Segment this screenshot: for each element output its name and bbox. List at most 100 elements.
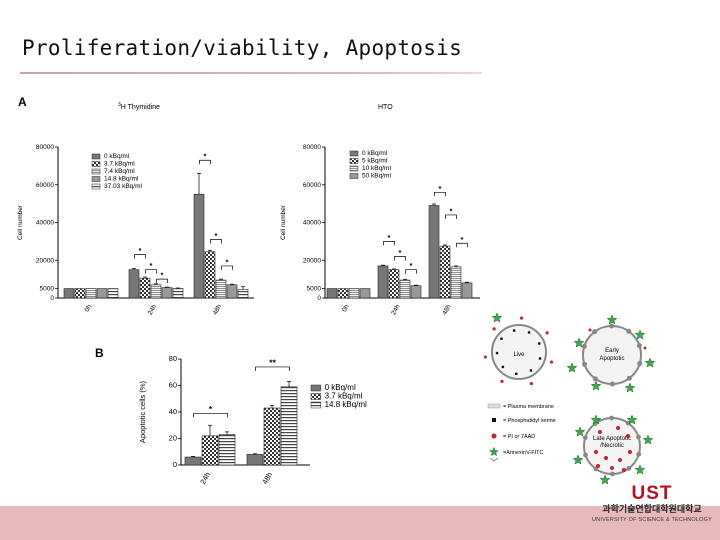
- membrane-swatch: [487, 403, 501, 409]
- legend-swatch: [91, 176, 101, 182]
- significance-star: *: [388, 233, 391, 242]
- significance-bracket: [156, 278, 168, 284]
- legend-swatch: [349, 173, 359, 179]
- legend-label: 0 kBq/ml: [325, 383, 356, 392]
- early-apoptotic-cell: [582, 325, 642, 385]
- legend-swatch: [91, 161, 101, 167]
- pi-marker: [529, 382, 533, 386]
- legend-label: 14.8 kBq/ml: [325, 400, 367, 409]
- phosphatidyl-marker: [583, 452, 588, 458]
- significance-bracket: [134, 254, 146, 259]
- bar: [377, 265, 389, 299]
- category-label: 0h: [84, 303, 94, 313]
- phosphatidyl-marker: [501, 365, 505, 369]
- pi-marker: [622, 468, 626, 472]
- pi-marker: [616, 426, 620, 430]
- annexin-star: [606, 314, 618, 325]
- legend-swatch: [310, 393, 321, 400]
- late-cell-label-line1: Late Apoptotic: [593, 436, 631, 442]
- legend-swatch: [310, 384, 321, 392]
- bar: [215, 279, 227, 299]
- chart1-title-text: H Thymidine: [121, 104, 160, 111]
- annexin-star: [634, 329, 646, 340]
- y-tick-label: 0: [173, 460, 177, 469]
- phosphatidyl-marker: [582, 361, 588, 367]
- bar: [280, 386, 298, 466]
- phosphatidyl-marker: [592, 376, 598, 382]
- y-tick-label: 5000: [307, 286, 322, 293]
- bar: [85, 288, 97, 299]
- y-tick-label: 60: [169, 381, 177, 390]
- significance-bracket: [383, 241, 395, 246]
- membrane-legend: = Plasma membrane: [503, 404, 554, 410]
- legend-label: 10 kBq/ml: [362, 165, 391, 172]
- legend-swatch: [91, 168, 101, 175]
- bar: [246, 454, 264, 466]
- bar: [439, 245, 451, 299]
- thymidine-chart: 0 5000 20000 40000 60000 80000 Cell number 0h 24…: [17, 144, 254, 316]
- significance-star: *: [161, 271, 164, 280]
- annexin-swatch: [489, 446, 499, 462]
- significance-bracket: [434, 191, 446, 197]
- y-tick-label: 20: [169, 434, 177, 443]
- significance-star: *: [450, 206, 453, 215]
- bar: [63, 288, 75, 299]
- bar: [263, 407, 281, 466]
- phosphatidyl-marker: [592, 329, 598, 335]
- early-cell-label-line1: Early: [605, 348, 619, 354]
- phosphatidyl-marker: [529, 369, 533, 372]
- phosphatidyl-marker: [609, 381, 615, 387]
- bar: [450, 266, 462, 299]
- y-tick-label: 20000: [36, 257, 54, 264]
- bar: [150, 284, 162, 299]
- significance-star: *: [150, 261, 153, 270]
- annexin-star: [590, 414, 602, 425]
- phosphatidyl-marker: [626, 328, 632, 334]
- category-label: 48h: [212, 303, 224, 316]
- legend-label: 37.03 kBq/ml: [104, 183, 142, 190]
- bar: [139, 277, 151, 299]
- phosphatidyl-marker: [609, 323, 615, 329]
- legend-label: 0 kBq/ml: [362, 150, 388, 157]
- phosphatidyl-marker: [581, 343, 587, 349]
- ust-logo: UST 과학기술연합대학원대학교 UNIVERSITY OF SCIENCE &…: [588, 484, 716, 524]
- phosphatidyl-marker: [636, 434, 641, 440]
- bar: [428, 205, 440, 299]
- late-cell-markers: [572, 414, 654, 485]
- significance-bracket: [445, 214, 457, 219]
- annexin-star: [489, 446, 499, 457]
- logo-english: UNIVERSITY OF SCIENCE & TECHNOLOGY: [592, 517, 712, 523]
- live-cell-markers: [483, 312, 554, 386]
- annexin-star: [573, 337, 585, 348]
- significance-star: **: [269, 357, 276, 367]
- annexin-star: [566, 362, 578, 373]
- early-cell-markers: [566, 314, 656, 393]
- pi-marker: [604, 456, 608, 460]
- pi-marker: [628, 450, 632, 454]
- annexin-star: [572, 454, 584, 465]
- phosphatidyl-marker: [609, 471, 615, 477]
- legend-label: 3.7 kBq/ml: [104, 161, 135, 168]
- annexin-star: [634, 464, 646, 475]
- significance-star: *: [461, 235, 464, 244]
- y-tick-label: 40000: [303, 220, 321, 227]
- pi-marker: [519, 316, 524, 320]
- significance-star: *: [139, 246, 142, 255]
- y-tick-label: 0: [50, 295, 54, 302]
- bar: [326, 288, 338, 299]
- annexin-legend: =AnnexinV-FITC: [503, 450, 544, 456]
- phosphatidyl-marker: [538, 342, 541, 345]
- significance-star: *: [439, 184, 442, 193]
- y-tick-label: 20000: [303, 257, 321, 264]
- significance-star: *: [399, 248, 402, 257]
- chart1-title: 3H Thymidine: [118, 102, 160, 111]
- pi-marker: [610, 466, 614, 470]
- annexin-star: [626, 414, 638, 425]
- y-tick-label: 0: [317, 295, 321, 302]
- legend-label: 14.8 kBq/ml: [104, 176, 139, 183]
- bar: [161, 287, 173, 299]
- pi-marker: [549, 360, 554, 364]
- y-tick-label: 40000: [36, 220, 54, 227]
- panel-a-label: A: [18, 95, 27, 109]
- logo-mark: UST: [631, 483, 673, 504]
